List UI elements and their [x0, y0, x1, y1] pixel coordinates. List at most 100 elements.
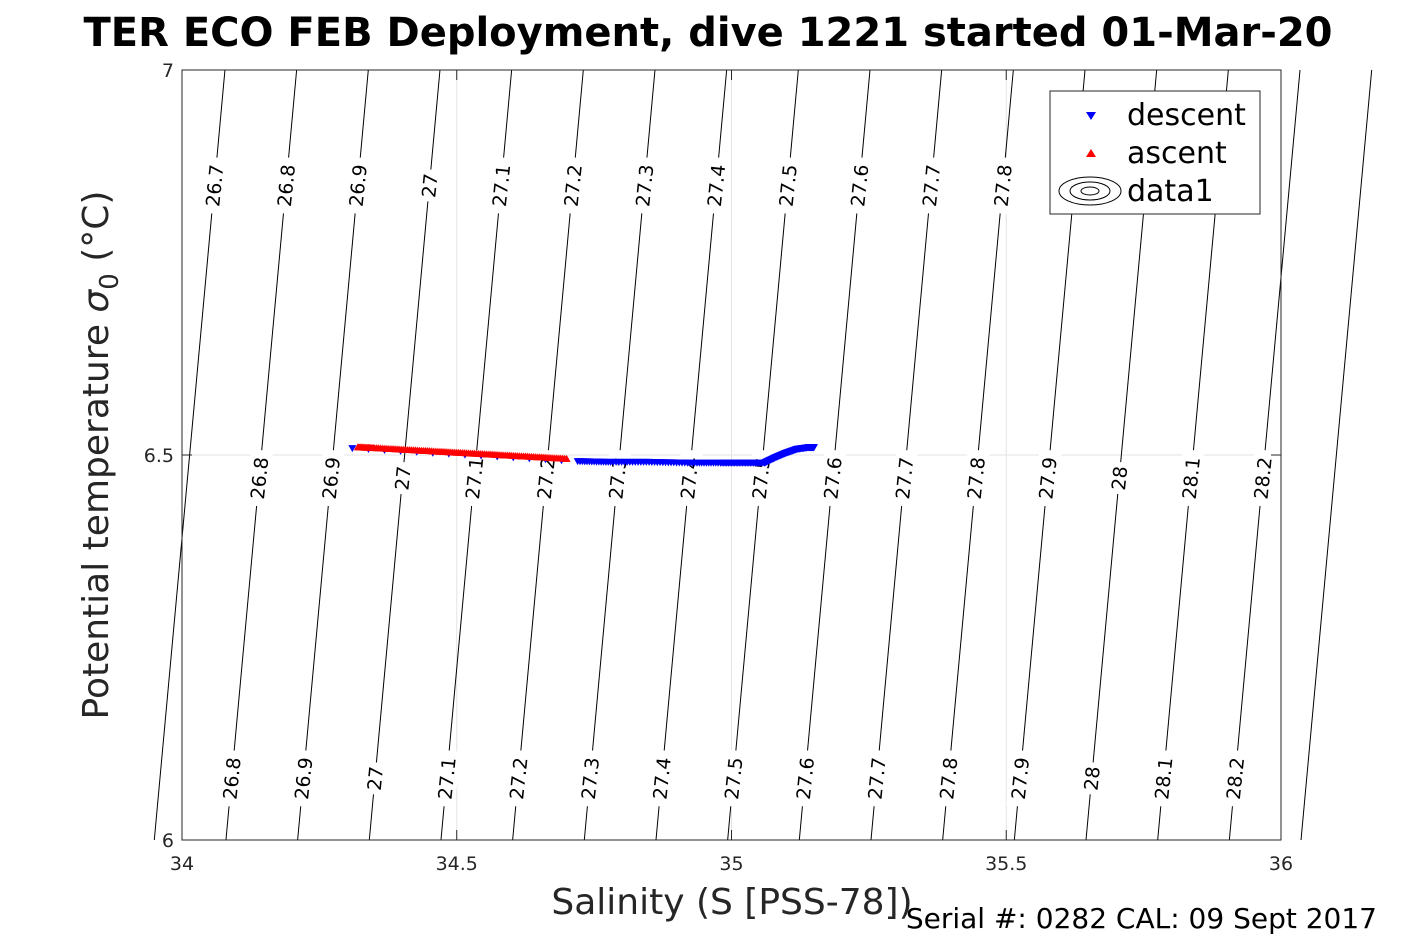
contour-label-group: 27.5 — [773, 156, 802, 215]
contour-label-bg — [1221, 749, 1249, 808]
contour-label-bg — [962, 449, 990, 508]
contour-label-group: 28 — [1106, 461, 1132, 496]
contour-label-bg — [1248, 449, 1277, 508]
x-tick-label: 34.5 — [436, 853, 478, 875]
contour-label: 27.3 — [578, 756, 604, 800]
contour-label-bg — [934, 749, 963, 808]
contour-label-group: 26.9 — [343, 156, 372, 215]
contour-label-bg — [862, 749, 891, 808]
contour-label-group: 27.2 — [558, 156, 587, 215]
contour-label-group: 27.8 — [934, 749, 963, 808]
contour-label-bg — [1177, 449, 1205, 508]
contour-label-bg — [1006, 749, 1034, 808]
contour-label-group: 26.8 — [217, 749, 246, 808]
contour-label: 26.8 — [274, 163, 300, 207]
contour-label: 27.6 — [820, 456, 846, 500]
legend-data1-label: data1 — [1127, 174, 1214, 209]
contour-label: 26.9 — [291, 756, 317, 800]
contour-label-bg — [316, 449, 345, 508]
data-points — [348, 443, 818, 467]
contour-label-group: 27.7 — [862, 749, 891, 808]
contour-label: 27.1 — [489, 163, 515, 207]
x-tick-label: 34 — [170, 853, 194, 875]
contour-label: 27.7 — [892, 456, 918, 500]
contour-label: 26.7 — [202, 163, 228, 207]
contour-label-group: 27.1 — [460, 449, 488, 508]
contour-label: 26.9 — [346, 163, 372, 207]
contour-label-group: 27.5 — [719, 749, 748, 808]
contour-label-bg — [630, 156, 659, 215]
legend-descent-label: descent — [1127, 98, 1246, 133]
descent-point — [809, 444, 818, 452]
contour-label: 26.8 — [247, 456, 273, 500]
contour-label: 27.4 — [649, 756, 675, 800]
contour-label-bg — [576, 749, 604, 808]
contour-label-bg — [1149, 749, 1178, 808]
contour-label: 27.7 — [919, 163, 945, 207]
contour-label-group: 28.1 — [1177, 449, 1205, 508]
contour-label-bg — [890, 449, 919, 508]
isopycnal-line — [1300, 69, 1373, 841]
contour-label: 27.3 — [632, 163, 658, 207]
contour-label: 27 — [364, 765, 388, 791]
contour-label: 27.9 — [1035, 456, 1061, 500]
contour-label: 27.6 — [793, 756, 819, 800]
contour-label-group: 27.8 — [962, 449, 990, 508]
contour-label: 27.5 — [776, 163, 802, 207]
contour-label-bg — [702, 156, 730, 215]
contour-label-group: 27.7 — [917, 156, 945, 215]
contour-label-group: 27.6 — [818, 449, 847, 508]
y-tick-label: 6 — [162, 830, 174, 852]
contour-label: 27.2 — [534, 456, 560, 500]
x-tick-label: 35 — [719, 853, 743, 875]
contour-label-group: 28.1 — [1149, 749, 1178, 808]
contour-label-bg — [200, 156, 229, 215]
legend-box — [1049, 90, 1261, 215]
contour-label-group: 27.3 — [576, 749, 604, 808]
x-tick-label: 35.5 — [985, 853, 1027, 875]
contour-label: 27.7 — [864, 756, 890, 800]
contour-label: 27 — [418, 172, 442, 198]
y-tick-label: 7 — [162, 60, 174, 82]
contour-label: 27.2 — [561, 163, 587, 207]
contour-label: 27 — [391, 465, 415, 491]
contour-label-bg — [1079, 761, 1105, 796]
contour-label-group: 27.7 — [890, 449, 919, 508]
contour-label-bg — [845, 156, 874, 215]
contour-label-bg — [389, 461, 416, 496]
contour-label-group: 26.8 — [272, 156, 300, 215]
y-axis-label-sub: 0 — [95, 273, 125, 290]
contour-label: 27.5 — [721, 756, 747, 800]
contour-label: 27.8 — [991, 163, 1017, 207]
contour-label-group: 27.2 — [504, 749, 533, 808]
contour-label-bg — [719, 749, 748, 808]
y-axis-label-main: Potential temperature — [76, 313, 117, 720]
contour-label-group: 27.9 — [1006, 749, 1034, 808]
contour-label-bg — [245, 449, 274, 508]
x-axis-label: Salinity (S [PSS-78]) — [551, 882, 912, 923]
contour-label: 27.2 — [506, 756, 532, 800]
contour-label: 26.8 — [219, 756, 245, 800]
contour-label-bg — [531, 449, 560, 508]
contour-label-group: 26.9 — [316, 449, 345, 508]
contour-label-bg — [289, 749, 318, 808]
contour-label-bg — [791, 749, 819, 808]
ascent-point — [562, 454, 571, 462]
contour-label: 28.1 — [1179, 456, 1205, 500]
contour-label-group: 28 — [1079, 761, 1105, 796]
chart-title: TER ECO FEB Deployment, dive 1221 starte… — [83, 10, 1332, 56]
contour-label-bg — [1033, 449, 1062, 508]
contour-label-group: 27.1 — [487, 156, 515, 215]
contour-label-bg — [917, 156, 945, 215]
contour-label-group: 27.4 — [675, 449, 703, 508]
contour-label: 28 — [1080, 765, 1104, 791]
contour-label-group: 26.8 — [245, 449, 274, 508]
contour-label-bg — [558, 156, 587, 215]
contour-label: 27.4 — [704, 163, 730, 207]
contour-label-group: 27.1 — [432, 749, 461, 808]
serial-footer: Serial #: 0282 CAL: 09 Sept 2017 — [906, 902, 1377, 935]
contour-label: 27.1 — [462, 456, 488, 500]
x-tick-label: 36 — [1269, 853, 1293, 875]
contour-label-bg — [504, 749, 533, 808]
